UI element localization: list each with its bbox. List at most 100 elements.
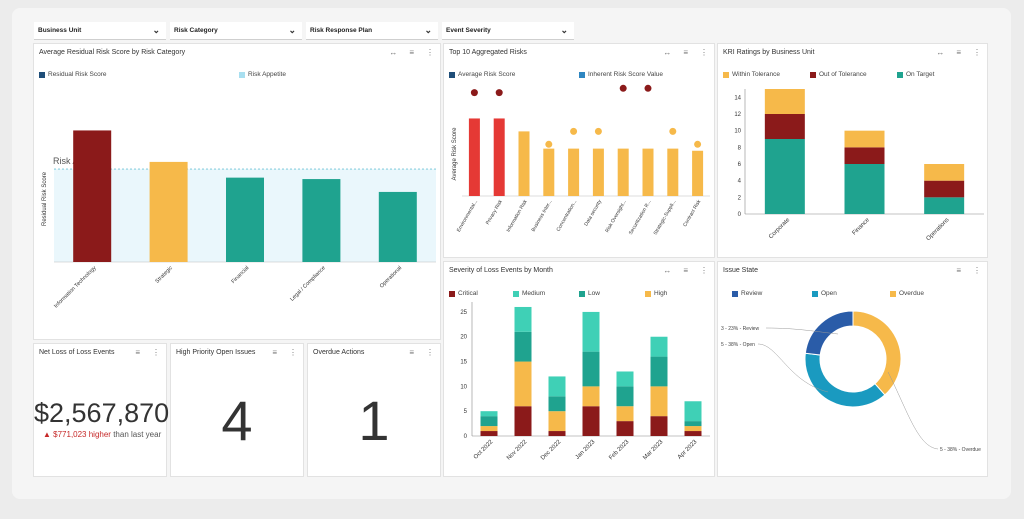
panel-toolbar: ≡ ⋮ <box>135 348 160 357</box>
bar-medium <box>582 311 600 352</box>
more-icon[interactable]: ⋮ <box>700 48 708 57</box>
filter-icon[interactable]: ≡ <box>956 48 961 57</box>
bar-avg-risk <box>592 148 604 196</box>
legend-item[interactable]: Out of Tolerance <box>810 71 897 78</box>
issue-state-panel: Issue State ≡ ⋮ Review Open Overdue 3 - … <box>717 261 988 477</box>
legend-item[interactable]: Review <box>732 290 812 297</box>
filter-icon[interactable]: ≡ <box>683 266 688 275</box>
filter-icon[interactable]: ≡ <box>683 48 688 57</box>
more-icon[interactable]: ⋮ <box>289 348 297 357</box>
legend-label: Low <box>588 290 600 297</box>
x-tick-label: Operations <box>926 217 951 242</box>
bar-operational <box>378 191 417 262</box>
bar-information-technology <box>73 130 112 262</box>
y-axis-label: Average Risk Score <box>452 127 458 181</box>
more-icon[interactable]: ⋮ <box>973 48 981 57</box>
y-tick-label: 10 <box>734 129 741 135</box>
more-icon[interactable]: ⋮ <box>426 348 434 357</box>
more-icon[interactable]: ⋮ <box>152 348 160 357</box>
business-unit-filter[interactable]: Business Unit ⌄ <box>34 22 166 40</box>
expand-icon[interactable]: ↔ <box>663 266 672 275</box>
legend-item[interactable]: Inherent Risk Score Value <box>579 71 663 78</box>
open-label: 5 - 38% - Open <box>721 342 755 348</box>
legend-item[interactable]: Residual Risk Score <box>39 71 239 78</box>
legend-item[interactable]: Low <box>579 290 645 297</box>
legend-label: Within Tolerance <box>732 71 780 78</box>
bar-critical <box>650 416 668 436</box>
legend-item[interactable]: Critical <box>449 290 513 297</box>
open-leader-line <box>757 343 829 393</box>
swatch <box>645 290 651 297</box>
delta-suffix: than last year <box>113 430 162 439</box>
legend-item[interactable]: Within Tolerance <box>723 71 810 78</box>
risk-category-filter[interactable]: Risk Category ⌄ <box>170 22 302 40</box>
swatch <box>579 290 585 297</box>
filter-icon[interactable]: ≡ <box>409 48 414 57</box>
panel-toolbar: ≡ ⋮ <box>409 348 434 357</box>
panel-toolbar: ↔ ≡ ⋮ <box>663 48 708 57</box>
more-icon[interactable]: ⋮ <box>973 266 981 275</box>
y-tick-label: 20 <box>460 335 467 341</box>
x-tick-label: Legal / Compliance <box>289 265 327 303</box>
slice-overdue <box>852 310 902 396</box>
expand-icon[interactable]: ↔ <box>663 48 672 57</box>
x-tick-label: Jan 2023 <box>575 439 597 461</box>
bar-high <box>582 386 600 407</box>
overdue-panel: Overdue Actions ≡ ⋮ 1 <box>307 343 441 477</box>
filter-icon[interactable]: ≡ <box>409 348 414 357</box>
overdue-leader-line <box>887 371 939 450</box>
x-tick-label: Information Risk <box>505 199 529 234</box>
x-tick-label: Concentration... <box>555 199 578 233</box>
expand-icon[interactable]: ↔ <box>389 48 398 57</box>
x-tick-label: Feb 2023 <box>608 439 631 462</box>
legend-item[interactable]: Risk Appetite <box>239 71 286 78</box>
bar-avg-risk <box>518 131 530 196</box>
panel-toolbar: ≡ ⋮ <box>956 266 981 275</box>
x-tick-label: Apr 2023 <box>677 439 699 461</box>
filter-label: Risk Category <box>174 27 218 34</box>
filter-icon[interactable]: ≡ <box>956 266 961 275</box>
filter-icon[interactable]: ≡ <box>135 348 140 357</box>
swatch <box>39 71 45 78</box>
swatch <box>239 71 245 78</box>
x-tick-label: Oct 2022 <box>473 439 495 461</box>
panel-toolbar: ↔ ≡ ⋮ <box>389 48 434 57</box>
expand-icon[interactable]: ↔ <box>936 48 945 57</box>
y-axis-label: Residual Risk Score <box>42 171 48 226</box>
y-tick-label: 4 <box>738 179 742 185</box>
top10-chart: Average Risk Score Environmental... Priva… <box>452 84 710 236</box>
legend-item[interactable]: Open <box>812 290 890 297</box>
bar-within-tolerance <box>764 89 805 114</box>
y-tick-label: 12 <box>734 112 741 118</box>
panel-toolbar: ↔ ≡ ⋮ <box>936 48 981 57</box>
swatch <box>723 71 729 78</box>
swatch <box>449 71 455 78</box>
more-icon[interactable]: ⋮ <box>426 48 434 57</box>
filter-icon[interactable]: ≡ <box>272 348 277 357</box>
panel-title: KRI Ratings by Business Unit <box>723 49 815 56</box>
bar-low <box>548 396 566 412</box>
bar-avg-risk <box>568 148 580 196</box>
y-tick-label: 14 <box>734 95 741 101</box>
legend-item[interactable]: Average Risk Score <box>449 71 579 78</box>
more-icon[interactable]: ⋮ <box>700 266 708 275</box>
legend-item[interactable]: Overdue <box>890 290 924 297</box>
legend-item[interactable]: Medium <box>513 290 579 297</box>
panel-title: Overdue Actions <box>313 349 365 356</box>
bar-medium <box>480 411 498 417</box>
bar-low <box>616 386 634 407</box>
legend-label: High <box>654 290 668 297</box>
bar-financial <box>226 177 264 262</box>
event-severity-filter[interactable]: Event Severity ⌄ <box>442 22 574 40</box>
legend: Critical Medium Low High <box>449 290 667 297</box>
x-tick-label: Privacy Risk <box>485 199 504 226</box>
x-tick-label: Operational <box>379 265 403 289</box>
legend-item[interactable]: High <box>645 290 667 297</box>
bar-high <box>514 361 532 407</box>
legend-item[interactable]: On Target <box>897 71 934 78</box>
bar-medium <box>514 306 532 332</box>
y-tick-label: 15 <box>460 360 467 366</box>
risk-response-plan-filter[interactable]: Risk Response Plan ⌄ <box>306 22 438 40</box>
chevron-down-icon: ⌄ <box>152 25 160 35</box>
bar-high <box>480 426 498 432</box>
